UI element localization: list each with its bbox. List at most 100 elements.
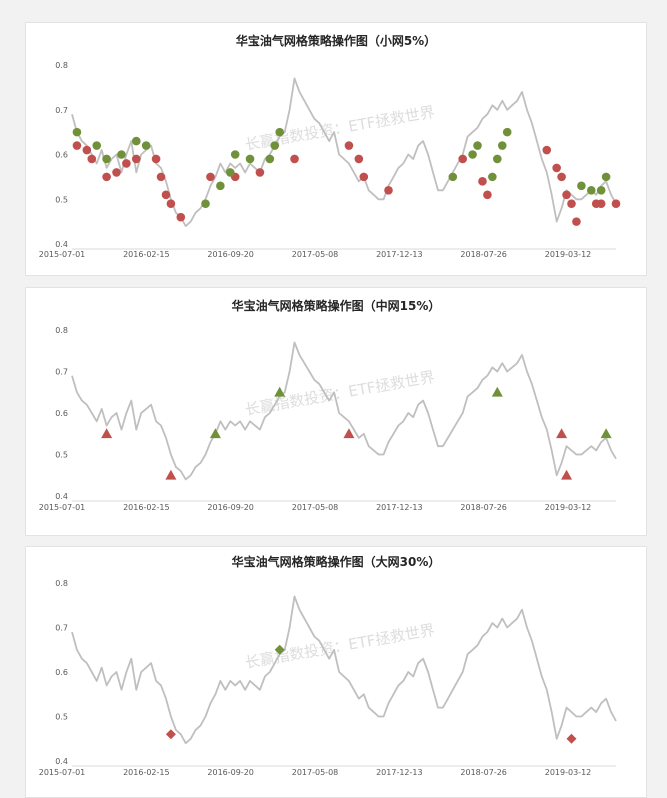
buy-marker — [72, 127, 82, 137]
y-tick-label: 0.5 — [55, 451, 68, 460]
sell-marker — [572, 217, 581, 226]
buy-marker — [491, 386, 503, 397]
sell-marker — [562, 190, 571, 200]
buy-marker — [502, 127, 512, 137]
y-tick-label: 0.4 — [55, 757, 68, 766]
x-tick-label: 2017-05-08 — [292, 250, 339, 259]
x-tick-label: 2018-07-26 — [460, 250, 507, 259]
sell-marker — [556, 428, 568, 439]
sell-marker — [359, 172, 369, 182]
watermark-text: 长赢指数投资：ETF拯救世界 — [244, 368, 436, 419]
sell-marker — [156, 172, 166, 182]
buy-marker — [448, 172, 458, 182]
y-tick-label: 0.8 — [55, 579, 68, 588]
chart-medium-grid: 华宝油气网格策略操作图（中网15%） 0.4 0.5 0.6 0.7 0.8 2015-07… — [39, 298, 617, 512]
chart-small-grid: 华宝油气网格策略操作图（小网5%） 0.4 0.5 0.6 0.7 0.8 2015-07-… — [39, 33, 621, 259]
buy-marker — [141, 141, 151, 150]
sell-marker — [255, 168, 265, 177]
buy-marker — [216, 181, 225, 191]
sell-marker — [561, 469, 573, 480]
x-tick-label: 2015-07-01 — [39, 250, 86, 259]
x-tick-label: 2016-09-20 — [207, 768, 254, 777]
buy-marker — [117, 150, 126, 159]
y-tick-label: 0.4 — [55, 492, 68, 501]
buy-marker — [209, 428, 221, 439]
sell-marker — [165, 469, 177, 480]
buy-marker — [92, 141, 102, 150]
x-tick-label: 2016-02-15 — [123, 768, 170, 777]
sell-marker — [72, 141, 82, 150]
sell-marker — [102, 172, 111, 182]
sell-marker — [483, 190, 492, 200]
x-tick-label: 2017-05-08 — [292, 503, 339, 512]
buy-marker — [275, 127, 285, 137]
x-tick-label: 2015-07-01 — [39, 768, 86, 777]
sell-marker — [567, 199, 576, 209]
sell-marker — [596, 199, 606, 209]
x-tick-label: 2019-03-12 — [545, 250, 592, 259]
y-tick-label: 0.6 — [55, 409, 68, 418]
price-series-line — [71, 595, 617, 745]
sell-marker — [131, 154, 141, 164]
sell-marker — [87, 154, 97, 164]
sell-marker — [384, 186, 393, 195]
buy-marker — [201, 199, 210, 209]
x-tick-label: 2018-07-26 — [460, 768, 507, 777]
buy-marker — [225, 168, 235, 177]
sell-marker — [557, 172, 566, 182]
sell-marker — [290, 154, 299, 164]
buy-marker — [577, 181, 586, 191]
buy-marker — [265, 154, 275, 164]
x-tick-label: 2016-02-15 — [123, 503, 170, 512]
y-tick-label: 0.4 — [55, 240, 68, 249]
buy-marker — [497, 141, 507, 150]
sell-marker — [176, 212, 186, 222]
x-tick-label: 2016-09-20 — [207, 250, 254, 259]
price-series-line — [71, 341, 617, 481]
buy-marker — [473, 141, 482, 150]
sell-marker — [478, 177, 487, 186]
y-tick-label: 0.8 — [55, 61, 68, 70]
chart-title: 华宝油气网格策略操作图（小网5%） — [236, 33, 436, 48]
chart-title: 华宝油气网格策略操作图（中网15%） — [232, 298, 441, 313]
buy-marker — [270, 141, 280, 150]
buy-marker — [468, 150, 477, 159]
x-tick-label: 2017-12-13 — [376, 768, 423, 777]
price-series-line — [71, 77, 617, 227]
buy-marker — [601, 172, 611, 182]
x-tick-label: 2018-07-26 — [460, 503, 507, 512]
buy-marker — [230, 150, 240, 159]
buy-marker — [274, 644, 285, 655]
sell-marker — [151, 154, 161, 164]
y-tick-label: 0.5 — [55, 195, 68, 204]
sell-marker — [122, 159, 131, 168]
y-tick-label: 0.5 — [55, 713, 68, 722]
buy-marker — [600, 428, 612, 439]
sell-marker — [343, 428, 355, 439]
sell-marker — [112, 168, 121, 177]
buy-marker — [586, 186, 596, 195]
sell-marker — [354, 154, 364, 164]
chart-title: 华宝油气网格策略操作图（大网30%） — [232, 554, 441, 569]
x-tick-label: 2019-03-12 — [545, 503, 592, 512]
y-tick-label: 0.6 — [55, 151, 68, 160]
watermark-text: 长赢指数投资：ETF拯救世界 — [244, 621, 436, 672]
y-tick-label: 0.8 — [55, 326, 68, 335]
sell-marker — [542, 145, 552, 155]
y-tick-label: 0.7 — [55, 106, 68, 115]
chart-panel-large-grid: 华宝油气网格策略操作图（大网30%） 0.4 0.5 0.6 0.7 0.8 2015-07… — [25, 546, 647, 798]
buy-marker — [245, 154, 255, 164]
chart-large-grid: 华宝油气网格策略操作图（大网30%） 0.4 0.5 0.6 0.7 0.8 2015-07… — [39, 554, 617, 777]
sell-marker — [611, 199, 621, 209]
sell-marker — [206, 172, 215, 182]
y-tick-label: 0.7 — [55, 624, 68, 633]
sell-marker — [161, 190, 171, 200]
sell-marker — [82, 145, 92, 155]
chart-panel-medium-grid: 华宝油气网格策略操作图（中网15%） 0.4 0.5 0.6 0.7 0.8 2015-07… — [25, 287, 647, 536]
x-tick-label: 2017-05-08 — [292, 768, 339, 777]
x-tick-label: 2017-12-13 — [376, 250, 423, 259]
sell-marker — [552, 163, 561, 173]
x-tick-label: 2019-03-12 — [545, 768, 592, 777]
x-tick-label: 2015-07-01 — [39, 503, 86, 512]
buy-marker — [102, 154, 111, 164]
